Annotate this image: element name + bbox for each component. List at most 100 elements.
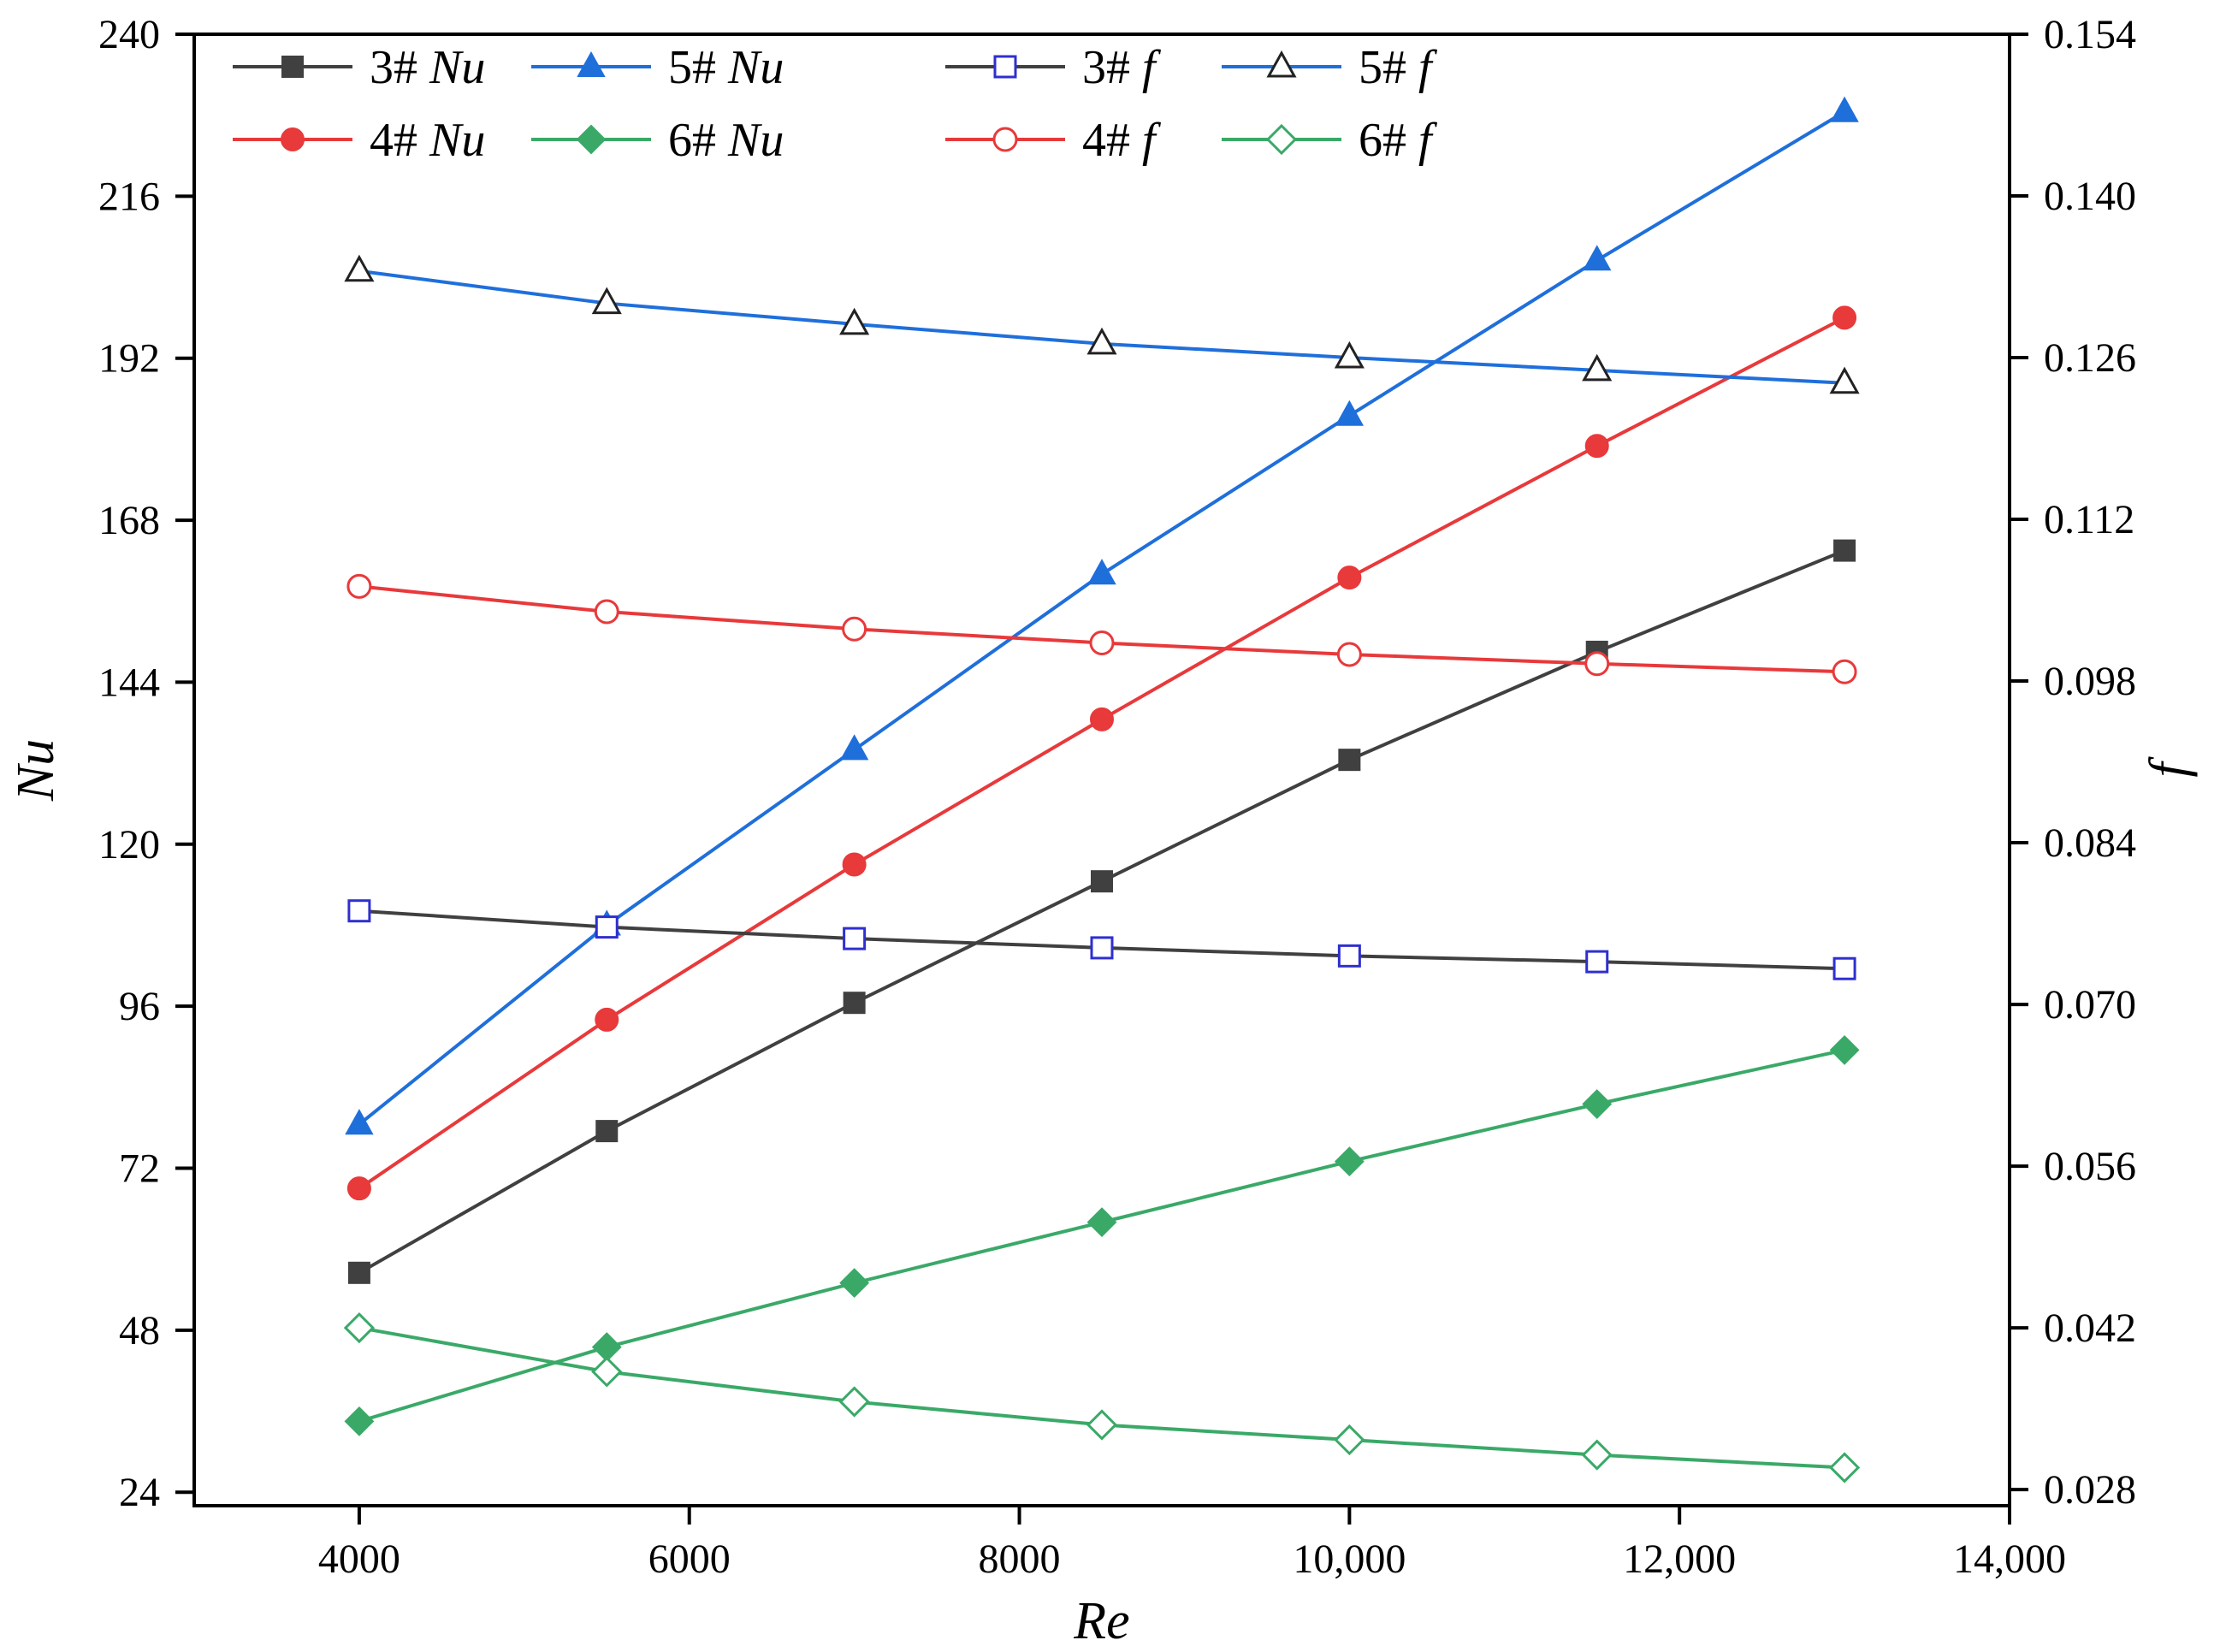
- data-point-5-nu: [1830, 96, 1859, 122]
- data-point-5-nu: [345, 1109, 374, 1135]
- y-right-tick-label: 0.028: [2044, 1467, 2136, 1513]
- series-3-f: [347, 899, 1856, 980]
- data-point-3-nu: [1833, 539, 1856, 562]
- data-point-3-nu: [843, 992, 866, 1015]
- y-left-tick-label: 240: [98, 12, 160, 57]
- legend-item-4-nu: 4# Nu: [233, 114, 485, 167]
- y-left-axis-title: Nu: [7, 739, 65, 802]
- data-point-3-f: [595, 915, 619, 939]
- legend-label-id: 4#: [370, 114, 429, 167]
- y-right-tick-label: 0.098: [2044, 659, 2136, 704]
- data-point-5-nu: [1335, 400, 1365, 426]
- data-point-4-f: [346, 573, 372, 599]
- legend-item-3-f: 3# f: [945, 41, 1162, 94]
- legend-label-id: 3#: [370, 41, 429, 94]
- data-point-6-f: [1334, 1424, 1365, 1456]
- legend-label-id: 6#: [1359, 114, 1418, 167]
- data-point-6-nu: [1582, 1089, 1613, 1119]
- data-point-4-nu: [1337, 565, 1362, 590]
- y-left-axis-ticks: 24 48 72 96 120 144 168 192 216 240: [98, 12, 194, 1515]
- data-point-4-nu: [1584, 434, 1609, 459]
- series-line-6-f: [358, 1326, 1845, 1470]
- legend-marker: [1265, 123, 1298, 156]
- y-right-tick-label: 0.140: [2044, 174, 2136, 219]
- data-point-4-f: [1336, 642, 1362, 667]
- legend-item-3-nu: 3# Nu: [233, 41, 485, 94]
- data-point-6-f: [1828, 1452, 1861, 1483]
- data-point-6-nu: [1086, 1207, 1117, 1238]
- y-left-tick-label: 48: [119, 1308, 160, 1353]
- legend-marker: [576, 124, 607, 155]
- legend-label: 5# f: [1359, 41, 1438, 94]
- series-5-nu: [345, 96, 1859, 1135]
- legend-marker: [577, 50, 606, 77]
- data-point-5-f: [1086, 327, 1117, 355]
- data-point-3-f: [1090, 936, 1114, 960]
- y-right-axis-ticks: 0.028 0.042 0.056 0.070 0.084 0.098 0.112 0.126…: [2010, 12, 2136, 1513]
- data-point-5-f: [344, 254, 375, 282]
- legend-label-symbol: Nu: [429, 41, 485, 94]
- y-right-tick-label: 0.056: [2044, 1144, 2136, 1189]
- data-point-5-f: [1582, 353, 1613, 382]
- series-line-4-f: [358, 584, 1845, 674]
- data-point-5-f: [591, 287, 622, 315]
- data-point-6-f: [838, 1386, 870, 1418]
- legend-label-symbol: Nu: [727, 114, 784, 167]
- y-right-tick-label: 0.112: [2044, 497, 2134, 542]
- legend-label-symbol: Nu: [429, 114, 485, 167]
- legend-item-4-f: 4# f: [945, 114, 1162, 167]
- data-point-4-f: [594, 599, 619, 625]
- legend-label: 6# Nu: [668, 114, 784, 167]
- data-point-6-nu: [839, 1268, 870, 1299]
- legend-label-id: 5#: [1359, 41, 1418, 94]
- data-point-4-f: [1832, 659, 1857, 684]
- data-point-3-f: [347, 899, 371, 923]
- series-line-5-nu: [358, 110, 1846, 1126]
- legend-label: 4# f: [1082, 114, 1162, 167]
- x-tick-label: 8000: [979, 1537, 1061, 1582]
- y-right-tick-label: 0.084: [2044, 820, 2136, 866]
- data-point-4-nu: [1832, 305, 1857, 330]
- series-5-f: [344, 254, 1860, 394]
- series-layer: [343, 96, 1861, 1483]
- data-point-5-f: [839, 307, 870, 335]
- data-point-4-f: [1584, 651, 1610, 677]
- legend-item-5-nu: 5# Nu: [531, 41, 784, 94]
- legend-label-id: 6#: [668, 114, 728, 167]
- legend-label-symbol: f: [1142, 41, 1162, 94]
- legend-label-symbol: f: [1418, 114, 1438, 167]
- legend-item-6-nu: 6# Nu: [531, 114, 784, 167]
- legend-label-symbol: f: [1142, 114, 1162, 167]
- data-point-3-f: [1832, 956, 1856, 980]
- series-line-4-nu: [358, 316, 1846, 1190]
- y-right-tick-label: 0.070: [2044, 982, 2136, 1027]
- series-6-f: [343, 1312, 1861, 1483]
- legend-item-6-f: 6# f: [1222, 114, 1438, 167]
- data-point-6-f: [1086, 1409, 1118, 1441]
- y-left-tick-label: 192: [98, 336, 160, 382]
- y-left-tick-label: 72: [119, 1146, 160, 1192]
- legend-label-id: 5#: [668, 41, 728, 94]
- data-point-3-f: [1337, 944, 1361, 968]
- legend-marker: [992, 127, 1018, 152]
- legend-label-symbol: Nu: [727, 41, 784, 94]
- data-point-4-nu: [842, 852, 867, 877]
- data-point-4-nu: [1090, 707, 1114, 731]
- legend-item-5-f: 5# f: [1222, 41, 1438, 94]
- data-point-4-nu: [346, 1176, 371, 1201]
- data-point-4-nu: [595, 1007, 619, 1032]
- series-line-5-f: [358, 269, 1845, 385]
- legend-marker: [1266, 50, 1297, 78]
- data-point-3-f: [843, 927, 867, 950]
- y-left-tick-label: 216: [98, 174, 160, 219]
- series-6-nu: [344, 1035, 1860, 1436]
- x-tick-label: 10,000: [1293, 1537, 1406, 1582]
- data-point-6-nu: [344, 1406, 375, 1436]
- x-tick-label: 12,000: [1623, 1537, 1736, 1582]
- legend-label: 5# Nu: [668, 41, 784, 94]
- legend-label-symbol: f: [1418, 41, 1438, 94]
- data-point-5-nu: [839, 734, 869, 761]
- series-4-f: [346, 573, 1857, 684]
- y-right-tick-label: 0.154: [2044, 12, 2136, 57]
